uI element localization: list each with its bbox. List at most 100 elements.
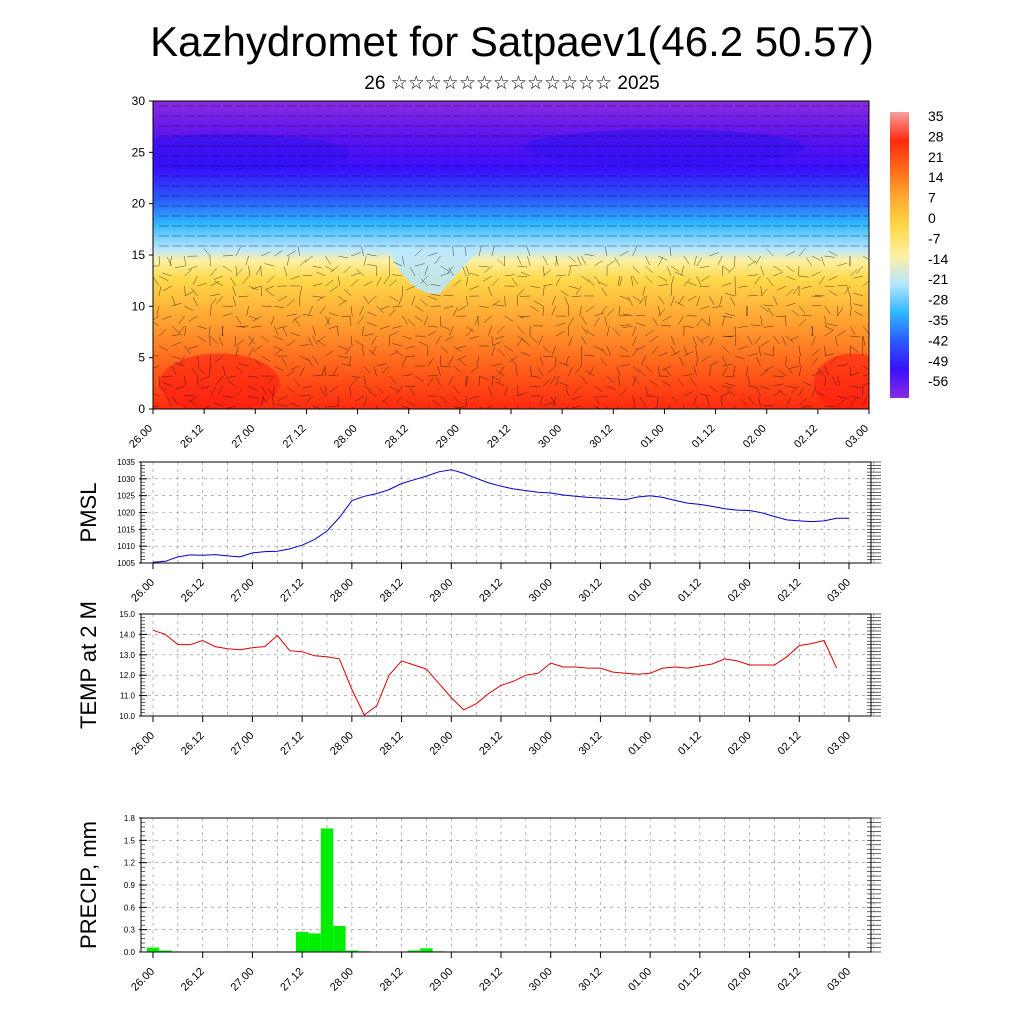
x-tick-label: 02.12	[775, 730, 803, 758]
colorbar-label: 21	[928, 149, 944, 165]
colorbar: 35 28 21 14 7 0 -7 -14 -21 -28 -35 -42 -49 -56	[890, 108, 948, 398]
bar	[146, 947, 160, 952]
warm-core	[813, 353, 869, 409]
y-tick-label: 0.3	[124, 926, 136, 935]
x-tick-label: 28.12	[378, 730, 406, 758]
y-tick-label: 14.0	[119, 630, 135, 639]
x-tick-label: 29.12	[477, 966, 505, 994]
y-tick-label: 10	[132, 299, 146, 313]
x-tick-label: 26.00	[129, 966, 157, 994]
bar	[295, 931, 309, 952]
x-tick-label: 28.00	[328, 966, 356, 994]
x-tick-label: 28.12	[378, 966, 406, 994]
colorbar-label: 0	[928, 210, 936, 226]
x-tick-label: 29.00	[427, 966, 455, 994]
x-tick-label: 30.00	[527, 577, 555, 605]
y-tick-label: 5	[138, 351, 145, 365]
x-tick-label: 01.00	[639, 423, 667, 451]
cold-intrusion	[388, 248, 481, 295]
x-tick-label: 01.00	[626, 577, 654, 605]
x-tick-label: 02.00	[726, 730, 754, 758]
x-tick-label: 02.12	[792, 423, 820, 451]
y-tick-label: 1010	[117, 542, 135, 551]
colorbar-label: -14	[928, 251, 948, 267]
colorbar-label: -21	[928, 271, 948, 287]
x-tick-label: 01.00	[626, 730, 654, 758]
y-tick-label: 20	[132, 197, 146, 211]
cold-core	[153, 134, 350, 171]
grid	[141, 817, 875, 953]
x-tick-label: 28.00	[332, 423, 360, 451]
bar	[407, 950, 421, 952]
x-tick-label: 27.00	[229, 423, 257, 451]
y-tick-label: 12.0	[119, 671, 135, 680]
bar	[333, 925, 346, 952]
x-tick-label: 26.00	[127, 423, 155, 451]
colorbar-label: 35	[928, 108, 944, 124]
x-tick-label: 27.00	[229, 577, 257, 605]
x-tick-label: 26.12	[179, 966, 207, 994]
y-tick-label: 30	[132, 94, 146, 108]
axis-ylabel: PRECIP, mm	[76, 821, 101, 949]
x-tick-label: 27.12	[278, 730, 306, 758]
x-tick-label: 27.00	[229, 730, 257, 758]
series-line	[152, 469, 849, 563]
x-tick-label: 29.12	[485, 423, 513, 451]
x-tick-label: 30.12	[587, 423, 615, 451]
x-tick-label: 30.12	[577, 730, 605, 758]
x-tick-label: 30.12	[577, 966, 605, 994]
x-tick-label: 26.12	[179, 577, 207, 605]
x-tick-label: 28.12	[383, 423, 411, 451]
x-tick-label: 26.00	[129, 730, 157, 758]
x-tick-label: 27.12	[278, 577, 306, 605]
x-tick-label: 02.12	[775, 966, 803, 994]
heatmap-panel: 0 5 10 15 20 25 30 26.00 26.12 27.00 27.12 28.00 28.…	[127, 94, 871, 451]
y-tick-label: 0	[138, 402, 145, 416]
bar	[308, 933, 321, 952]
colorbar-label: 7	[928, 190, 936, 206]
x-tick-label: 26.12	[178, 423, 206, 451]
x-tick-label: 01.12	[690, 423, 718, 451]
y-tick-label: 0.0	[124, 948, 136, 957]
bar	[320, 828, 334, 952]
colorbar-label: -35	[928, 312, 948, 328]
y-tick-label: 0.9	[124, 881, 136, 890]
colorbar-label: -42	[928, 332, 948, 348]
x-tick-label: 28.00	[328, 577, 356, 605]
colorbar-label: -49	[928, 353, 948, 369]
x-tick-label: 28.00	[328, 730, 356, 758]
temp-panel: 10.0 11.0 12.0 13.0 14.0 15.0 26.00 26.12 27.00 2…	[76, 601, 881, 758]
x-tick-label: 02.00	[741, 423, 769, 451]
grid	[141, 461, 875, 564]
x-tick-label: 27.00	[229, 966, 257, 994]
x-tick-label: 30.00	[527, 966, 555, 994]
x-tick-label: 29.00	[434, 423, 462, 451]
y-tick-label: 25	[132, 145, 146, 159]
x-tick-label: 01.00	[626, 966, 654, 994]
y-tick-label: 1015	[117, 525, 135, 534]
y-tick-label: 15.0	[119, 610, 135, 619]
x-tick-label: 29.00	[427, 577, 455, 605]
x-tick-label: 30.00	[527, 730, 555, 758]
chart-subtitle: 26 ☆☆☆☆☆☆☆☆☆☆☆☆☆ 2025	[364, 73, 660, 94]
colorbar-fill	[890, 112, 909, 398]
bar	[345, 950, 359, 952]
x-tick-label: 28.12	[378, 577, 406, 605]
x-tick-label: 03.00	[825, 730, 853, 758]
bar	[420, 948, 433, 952]
pmsl-panel: 1005 1010 1015 1020 1025 1030 1035 26.00 26.12 27…	[76, 458, 881, 605]
warm-core	[159, 353, 280, 409]
x-tick-label: 26.12	[179, 730, 207, 758]
y-tick-label: 1035	[117, 458, 135, 467]
y-tick-label: 13.0	[119, 651, 135, 660]
x-tick-label: 29.12	[477, 730, 505, 758]
colorbar-label: 14	[928, 169, 944, 185]
x-tick-label: 01.12	[676, 577, 704, 605]
y-tick-label: 15	[132, 248, 146, 262]
x-tick-label: 01.12	[676, 730, 704, 758]
x-tick-label: 03.00	[843, 423, 871, 451]
colorbar-label: -7	[928, 230, 941, 246]
x-tick-label: 29.00	[427, 730, 455, 758]
chart-title: Kazhydromet for Satpaev1(46.2 50.57)	[150, 18, 874, 65]
